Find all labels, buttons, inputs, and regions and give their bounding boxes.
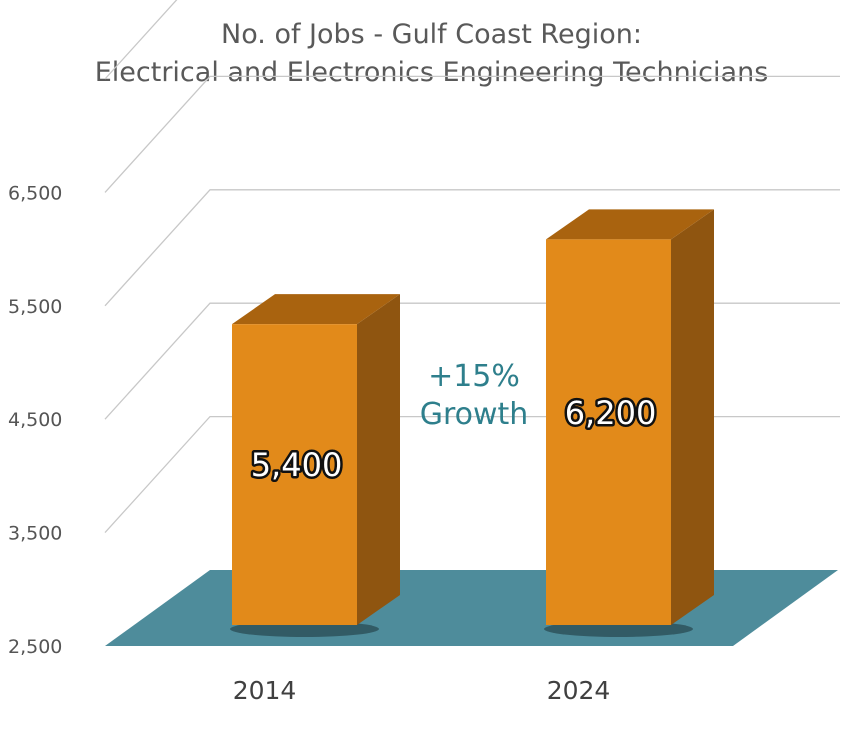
chart-subtitle: Electrical and Electronics Engineering T…	[94, 57, 769, 88]
chart-floor	[105, 570, 838, 646]
chart-title: No. of Jobs - Gulf Coast Region: Electri…	[0, 16, 863, 92]
y-tick-label: 6,500	[8, 182, 62, 204]
gridline	[104, 415, 840, 534]
y-tick-label: 2,500	[8, 636, 62, 658]
bar-side-2024	[671, 209, 714, 626]
growth-annotation-percent: +15%	[428, 359, 520, 394]
y-tick-label: 3,500	[8, 523, 62, 545]
growth-annotation-label: Growth	[420, 397, 529, 432]
data-label-2024: 6,200	[565, 394, 657, 432]
gridline	[104, 75, 840, 193]
y-tick-label: 5,500	[8, 296, 62, 318]
x-tick-label-2024: 2024	[547, 676, 611, 705]
x-tick-label-2014: 2014	[233, 676, 297, 705]
bar-top-2024	[546, 209, 714, 240]
gridline	[104, 189, 840, 307]
bar-top-2014	[232, 294, 400, 325]
gridline	[104, 0, 178, 80]
bar-side-2014	[357, 294, 400, 625]
bar-2024	[546, 239, 671, 626]
data-label-2014: 5,400	[251, 446, 343, 484]
chart-title-line-1: No. of Jobs - Gulf Coast Region:	[221, 19, 642, 50]
y-tick-label: 4,500	[8, 409, 62, 431]
bar-2014	[232, 324, 357, 625]
